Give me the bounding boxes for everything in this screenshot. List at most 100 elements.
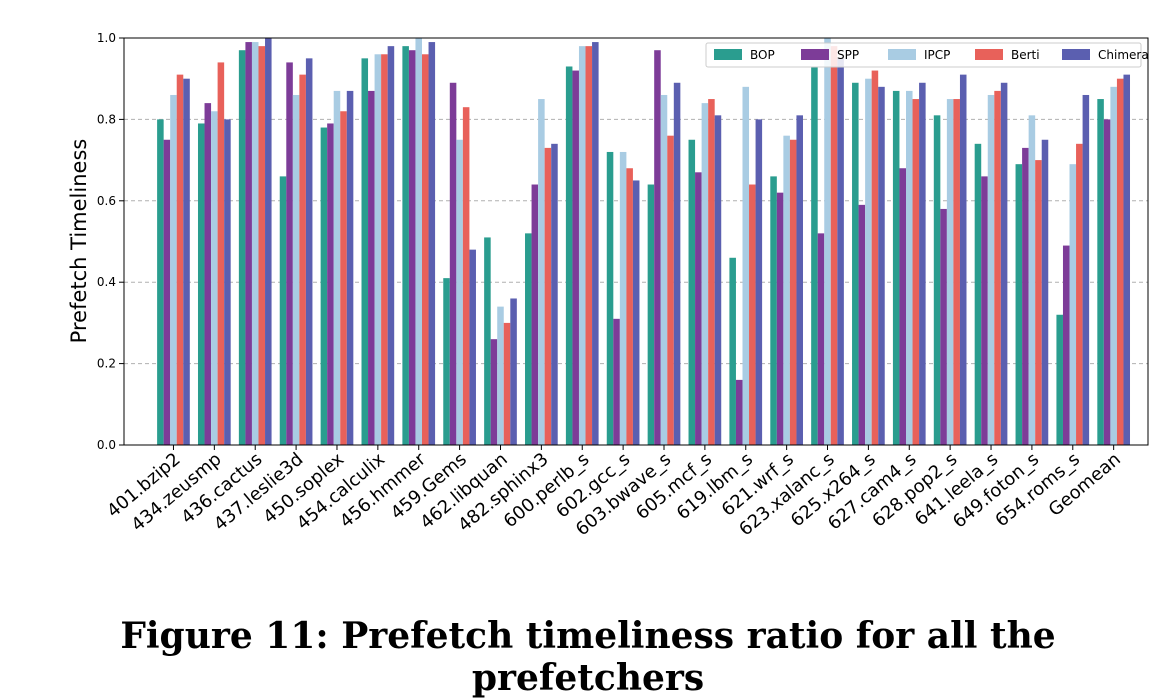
bar-chimera: [305, 58, 313, 445]
y-tick-label: 0.2: [97, 357, 116, 371]
bar-chimera: [959, 74, 967, 445]
bars: [157, 38, 1131, 446]
bar-bop: [361, 58, 369, 445]
bar-bop: [443, 278, 450, 445]
legend: BOP SPP IPCP Berti Chimera: [705, 42, 1149, 68]
bar-bop: [279, 176, 287, 445]
plot-frame: [123, 37, 1149, 446]
bar-berti: [585, 46, 593, 445]
bar-spp: [449, 82, 457, 446]
bar-bop: [811, 66, 818, 446]
bar-ipcp: [1069, 164, 1077, 446]
legend-swatch-bop: [714, 49, 742, 60]
bar-spp: [204, 103, 212, 446]
y-tick-label: 0.4: [97, 275, 116, 289]
bar-berti: [1076, 143, 1083, 445]
bar-chimera: [755, 119, 763, 446]
bar-spp: [981, 176, 988, 445]
bar-bop: [1056, 314, 1063, 445]
bar-berti: [462, 107, 470, 445]
bar-ipcp: [946, 99, 954, 446]
bar-bop: [157, 119, 164, 446]
bar-spp: [408, 50, 416, 446]
bar-berti: [381, 54, 388, 445]
bar-chimera: [1123, 74, 1131, 445]
bar-berti: [1116, 78, 1124, 445]
bar-chimera: [673, 82, 681, 446]
bar-chimera: [837, 58, 844, 445]
y-tick-label: 0.0: [97, 438, 116, 452]
bar-ipcp: [660, 94, 668, 445]
bar-berti: [626, 168, 633, 446]
bar-spp: [572, 70, 579, 445]
bar-chimera: [183, 78, 190, 445]
bar-bop: [892, 90, 900, 445]
bar-ipcp: [292, 94, 300, 445]
bar-chimera: [469, 249, 476, 445]
bar-bop: [1015, 164, 1023, 446]
bar-bop: [933, 115, 941, 445]
bar-spp: [899, 168, 906, 446]
bar-berti: [503, 322, 511, 445]
bar-ipcp: [701, 103, 709, 446]
bar-chimera: [510, 298, 517, 445]
bar-berti: [912, 99, 920, 446]
bar-berti: [340, 111, 347, 445]
bar-ipcp: [251, 42, 259, 445]
bar-bop: [647, 184, 655, 445]
bar-berti: [217, 62, 225, 446]
bar-ipcp: [415, 38, 422, 445]
bar-ipcp: [456, 139, 463, 445]
bar-bop: [197, 123, 205, 445]
bar-berti: [299, 74, 306, 445]
bar-spp: [1022, 147, 1029, 445]
bar-bop: [565, 66, 573, 446]
bar-spp: [735, 379, 743, 445]
bar-bop: [402, 46, 409, 445]
bar-berti: [708, 99, 715, 446]
bar-spp: [817, 233, 825, 445]
bar-spp: [245, 42, 252, 445]
bar-bop: [974, 143, 982, 445]
bar-bop: [852, 82, 859, 446]
bar-spp: [613, 318, 620, 445]
bar-chimera: [224, 119, 231, 446]
bar-chart: 0.00.20.40.60.81.0401.bzip2434.zeusmp436…: [67, 31, 1149, 540]
bar-bop: [606, 151, 614, 445]
bar-berti: [871, 70, 879, 445]
figure-caption: Figure 11: Prefetch timeliness ratio for…: [120, 615, 1056, 699]
bar-ipcp: [1110, 86, 1117, 445]
bar-chimera: [1000, 82, 1008, 446]
bar-spp: [163, 139, 171, 445]
bar-chimera: [878, 86, 885, 445]
bar-chimera: [551, 143, 558, 445]
bar-spp: [490, 339, 498, 445]
bar-ipcp: [538, 99, 545, 446]
bar-ipcp: [170, 94, 177, 445]
bar-chimera: [428, 42, 436, 445]
bar-ipcp: [497, 306, 504, 445]
bar-chimera: [346, 90, 354, 445]
bar-berti: [789, 139, 797, 445]
bar-ipcp: [578, 46, 586, 445]
bar-spp: [1103, 119, 1111, 446]
bar-berti: [994, 90, 1001, 445]
bar-berti: [667, 135, 674, 445]
bar-chimera: [1082, 94, 1090, 445]
bar-spp: [531, 184, 539, 445]
bar-spp: [1062, 245, 1070, 445]
legend-swatch-ipcp: [888, 49, 916, 60]
legend-swatch-chimera: [1062, 49, 1090, 60]
bar-ipcp: [1028, 115, 1036, 445]
legend-swatch-spp: [801, 49, 829, 60]
legend-label-bop: BOP: [750, 48, 775, 62]
y-axis-label: Prefetch Timeliness: [67, 139, 91, 344]
bar-ipcp: [742, 86, 750, 445]
y-tick-label: 0.8: [97, 112, 116, 126]
bar-ipcp: [906, 90, 913, 445]
bar-ipcp: [987, 94, 995, 445]
bar-bop: [688, 139, 696, 445]
bar-ipcp: [333, 90, 341, 445]
bar-chimera: [919, 82, 926, 446]
bar-berti: [422, 54, 429, 445]
